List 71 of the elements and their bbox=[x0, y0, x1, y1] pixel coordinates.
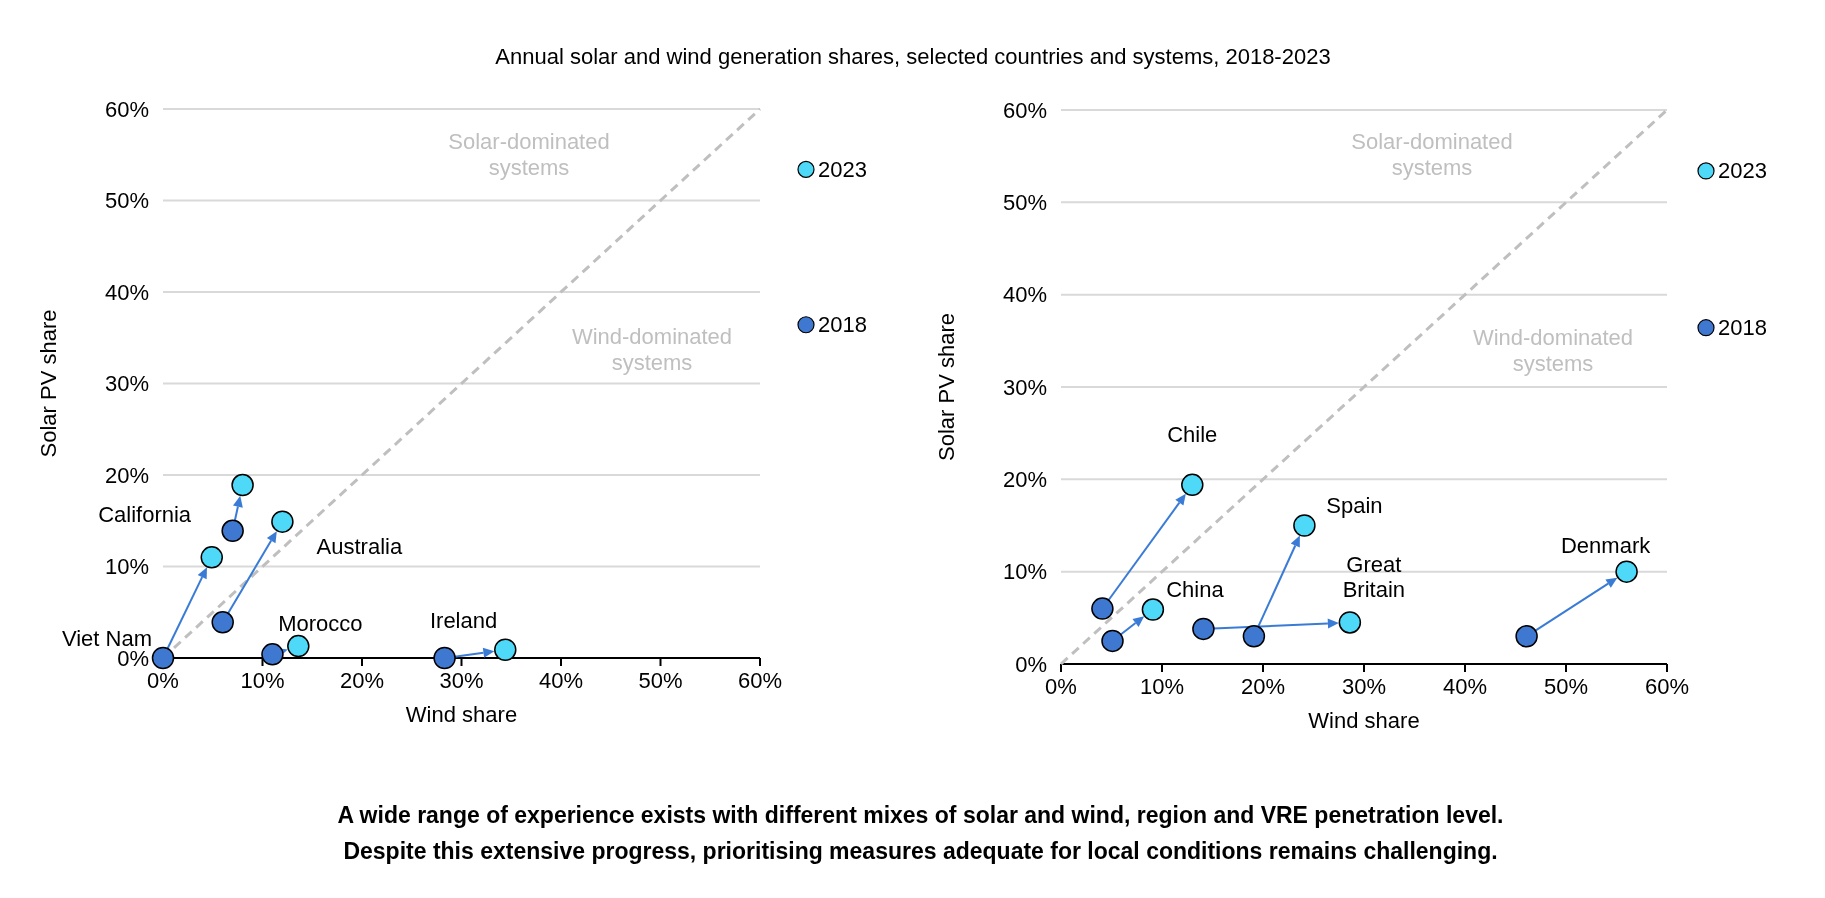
legend-label: 2018 bbox=[818, 312, 867, 338]
annotation: Solar-dominated systems bbox=[1351, 128, 1513, 180]
x-tick-label: 60% bbox=[737, 668, 783, 693]
point bbox=[1615, 560, 1638, 583]
point bbox=[151, 646, 175, 670]
y-tick-label: 10% bbox=[1002, 559, 1047, 585]
point bbox=[1293, 514, 1316, 537]
point bbox=[1101, 629, 1124, 653]
x-axis-title: Wind share bbox=[405, 702, 518, 727]
annotation: Spain bbox=[1326, 492, 1383, 517]
y-tick-label: 60% bbox=[104, 96, 149, 122]
x-tick-label: 50% bbox=[1543, 674, 1589, 699]
y-tick-label: 50% bbox=[1002, 189, 1047, 215]
point bbox=[287, 634, 310, 658]
point bbox=[1091, 597, 1114, 620]
point bbox=[200, 546, 224, 569]
x-tick-label: 10% bbox=[240, 668, 285, 693]
x-tick-label: 60% bbox=[1644, 674, 1690, 699]
x-tick-label: 40% bbox=[1442, 674, 1488, 699]
point bbox=[1242, 625, 1266, 648]
point bbox=[261, 643, 284, 666]
point bbox=[494, 638, 517, 662]
point bbox=[433, 646, 456, 670]
annotation: California bbox=[98, 501, 192, 527]
y-tick-label: 40% bbox=[104, 279, 149, 305]
y-tick-label: 30% bbox=[1002, 374, 1047, 400]
point bbox=[1181, 473, 1204, 497]
annotation: Denmark bbox=[1560, 532, 1652, 558]
y-tick-label: 40% bbox=[1002, 282, 1047, 308]
text: Annual solar and wind generation shares, selected countries and systems, 2018-2023 bbox=[495, 44, 1331, 69]
x-tick-label: 10% bbox=[1139, 674, 1185, 699]
y-tick-label: 60% bbox=[1002, 97, 1047, 123]
x-tick-label: 30% bbox=[439, 668, 484, 693]
point bbox=[1192, 617, 1215, 641]
point bbox=[1515, 625, 1538, 648]
y-tick-label: 20% bbox=[1002, 466, 1047, 492]
x-axis-title: Wind share bbox=[1308, 708, 1420, 733]
point bbox=[221, 519, 244, 543]
y-tick-label: 50% bbox=[104, 188, 149, 213]
point bbox=[211, 611, 234, 634]
x-tick-label: 30% bbox=[1341, 674, 1387, 699]
point bbox=[271, 510, 294, 533]
x-tick-label: 0% bbox=[147, 668, 179, 693]
annotation: Australia bbox=[316, 533, 403, 559]
annotation: Morocco bbox=[278, 610, 363, 636]
y-tick-label: 10% bbox=[104, 554, 149, 579]
y-tick-label: 30% bbox=[104, 371, 149, 396]
text: A wide range of experience exists with different mixes of solar and wind, region and VRE penetration level. bbox=[337, 802, 1504, 828]
annotation: Wind-dominated systems bbox=[571, 323, 733, 375]
legend-label: 2018 bbox=[1718, 315, 1767, 341]
legend-label: 2023 bbox=[1718, 158, 1767, 184]
text: Despite this extensive progress, prioritising measures adequate for local conditions remains challenging. bbox=[343, 838, 1498, 864]
point bbox=[1141, 598, 1165, 621]
annotation: Solar-dominated systems bbox=[448, 128, 610, 180]
x-tick-label: 0% bbox=[1045, 674, 1077, 699]
annotation: Wind-dominated systems bbox=[1472, 324, 1634, 376]
annotation: China bbox=[1166, 576, 1225, 602]
legend-label: 2023 bbox=[818, 156, 867, 182]
x-tick-label: 20% bbox=[339, 668, 385, 693]
x-tick-label: 20% bbox=[1240, 674, 1286, 699]
y-tick-label: 20% bbox=[104, 462, 149, 488]
y-tick-label: 0% bbox=[1015, 651, 1047, 677]
point bbox=[231, 473, 254, 497]
annotation: Chile bbox=[1167, 421, 1218, 447]
annotation: Ireland bbox=[429, 607, 498, 633]
y-axis-title: Solar PV share bbox=[35, 309, 61, 458]
annotation: Great Britain bbox=[1342, 551, 1406, 602]
point bbox=[1338, 611, 1362, 634]
x-tick-label: 40% bbox=[538, 668, 584, 693]
y-axis-title: Solar PV share bbox=[933, 313, 959, 461]
x-tick-label: 50% bbox=[638, 668, 683, 693]
